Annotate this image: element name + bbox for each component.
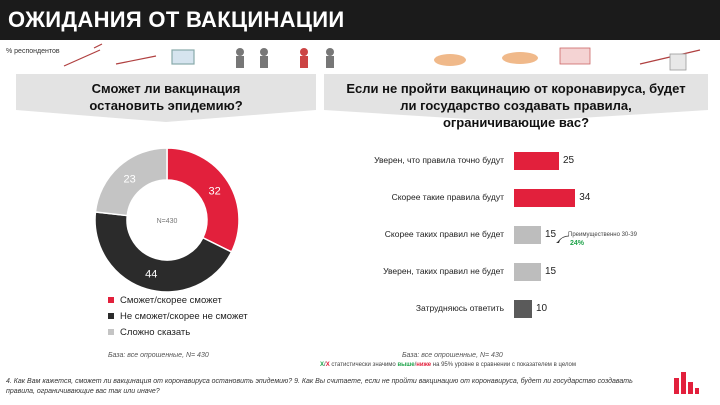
legend-item: Сложно сказать — [108, 324, 248, 340]
bar-value-label: 15 — [545, 229, 557, 240]
bar-category-label: Уверен, таких правил не будет — [383, 266, 504, 276]
legend-label: Сможет/скорее сможет — [120, 294, 222, 306]
decorative-illustration-strip — [63, 43, 701, 71]
bar-value-label: 25 — [563, 155, 575, 166]
annotation-label: Преимущественно 30-39 — [568, 232, 637, 238]
bar-value-label: 15 — [545, 266, 557, 277]
legend-item: Сможет/скорее сможет — [108, 292, 248, 308]
sig-text-post: на 95% уровне в сравнении с показателем … — [431, 362, 576, 368]
sig-word-higher: выше — [397, 362, 415, 368]
annotation-value: 24% — [570, 240, 585, 247]
sig-word-lower: ниже — [416, 362, 432, 368]
bar-category-label: Уверен, что правила точно будут — [374, 155, 504, 165]
annotation-arrow — [556, 235, 570, 243]
header-bar: ОЖИДАНИЯ ОТ ВАКЦИНАЦИИ — [0, 0, 720, 40]
legend-label: Сложно сказать — [120, 326, 191, 338]
base-note-right: База: все опрошенные, N= 430 — [402, 352, 503, 359]
donut-slice — [94, 211, 233, 293]
legend-swatch-dark — [108, 313, 114, 319]
donut-chart: 32 44 23 N=430 — [94, 147, 240, 293]
bar — [514, 189, 576, 207]
donut-legend: Сможет/скорее сможет Не сможет/скорее не… — [108, 292, 248, 340]
respondents-label: % респондентов — [6, 48, 60, 55]
bar-category-label: Затрудняюсь ответить — [415, 303, 504, 313]
bar — [514, 300, 532, 318]
legend-swatch-gray — [108, 329, 114, 335]
significance-note: Х/Х статистически значимо выше/ниже на 9… — [320, 362, 576, 368]
bar-category-label: Скорее таких правил не будет — [384, 229, 504, 239]
legend-swatch-red — [108, 297, 114, 303]
bar-chart: Уверен, что правила точно будут 25 Скорее … — [324, 140, 714, 340]
sig-text-pre: статистически значимо — [329, 362, 398, 368]
bar-value-label: 34 — [579, 192, 591, 203]
donut-slice-label: 44 — [145, 269, 157, 281]
bar — [514, 226, 541, 244]
right-question: Если не пройти вакцинацию от коронавирус… — [324, 74, 708, 130]
donut-slice-label: 32 — [208, 185, 220, 197]
bar — [514, 263, 541, 281]
legend-item: Не сможет/скорее не сможет — [108, 308, 248, 324]
page-title: ОЖИДАНИЯ ОТ ВАКЦИНАЦИИ — [8, 7, 345, 32]
donut-center-label: N=430 — [157, 218, 178, 225]
sig-marker-higher: Х — [320, 362, 325, 368]
sig-marker-lower: Х — [325, 362, 330, 368]
right-question-banner — [324, 74, 708, 122]
left-question-text: Сможет ли вакцинация остановить эпидемию… — [89, 81, 243, 113]
donut-slice — [94, 147, 168, 217]
bar-value-label: 10 — [536, 303, 548, 314]
left-question: Сможет ли вакцинация остановить эпидемию… — [16, 74, 316, 122]
donut-slice — [166, 147, 240, 253]
brand-logo-icon — [674, 372, 699, 394]
base-note-left: База: все опрошенные, N= 430 — [108, 352, 209, 359]
legend-label: Не сможет/скорее не сможет — [120, 310, 248, 322]
left-question-banner — [16, 74, 316, 122]
footnote: 4. Как Вам кажется, сможет ли вакцинация… — [6, 378, 633, 395]
donut-slice-label: 23 — [124, 173, 136, 185]
right-question-text: Если не пройти вакцинацию от коронавирус… — [346, 81, 686, 130]
bar-category-label: Скорее такие правила будут — [391, 192, 504, 202]
bar — [514, 152, 559, 170]
